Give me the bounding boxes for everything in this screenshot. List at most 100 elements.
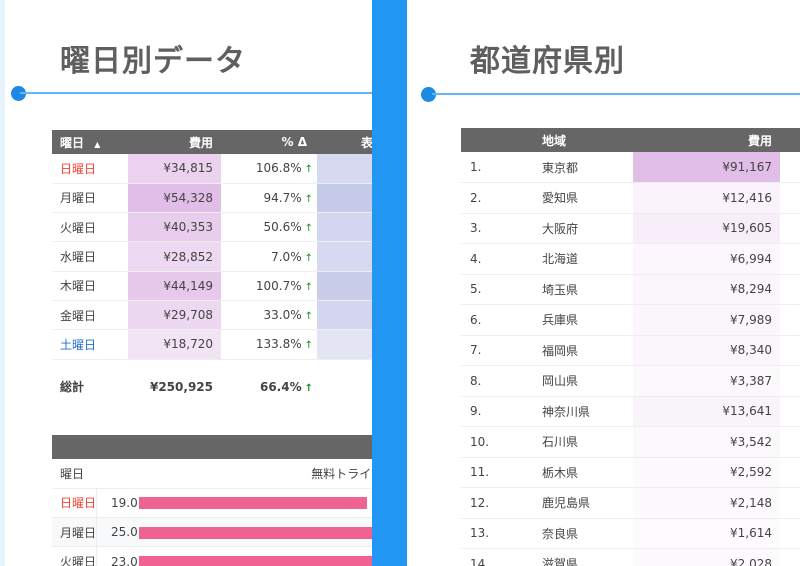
table-row[interactable]: 4. 北海道 ¥6,994 bbox=[461, 243, 800, 275]
cost-cell: ¥19,605 bbox=[633, 213, 780, 244]
table-row[interactable]: 11. 栃木県 ¥2,592 bbox=[461, 457, 800, 488]
pct-change-value: 7.0% bbox=[271, 249, 302, 264]
column-header-pct-change[interactable]: % Δ bbox=[221, 130, 317, 154]
table-row[interactable]: 2. 愛知県 ¥12,416 bbox=[461, 182, 800, 214]
table-row[interactable]: 10. 石川県 ¥3,542 bbox=[461, 426, 800, 458]
column-header-day[interactable]: 曜日 ▲ bbox=[52, 130, 128, 154]
arrow-up-icon: ↑ bbox=[304, 223, 313, 235]
sort-ascending-icon: ▲ bbox=[94, 139, 101, 149]
trial-value: 23.0 bbox=[111, 554, 138, 566]
arrow-up-icon: ↑ bbox=[304, 164, 313, 176]
column-header-day: 曜日 bbox=[52, 459, 97, 489]
cost-cell: ¥8,294 bbox=[633, 274, 780, 305]
page-title: 曜日別データ bbox=[60, 44, 246, 79]
cost-cell: ¥7,989 bbox=[633, 304, 780, 336]
day-cell: 日曜日 bbox=[52, 154, 128, 184]
column-header-4[interactable]: 表 bbox=[317, 130, 372, 154]
region-cell: 岡山県 bbox=[531, 365, 633, 397]
table-header-bar bbox=[52, 435, 372, 459]
heat-cell bbox=[317, 154, 372, 184]
rank-cell: 3. bbox=[461, 213, 531, 244]
table-row[interactable]: 9. 神奈川県 ¥13,641 bbox=[461, 396, 800, 427]
rank-cell: 14. bbox=[461, 548, 531, 566]
pct-change-value: 33.0% bbox=[263, 308, 302, 323]
day-of-week-panel: 曜日別データ 曜日 ▲ 費用 % Δ 表 日曜日 ¥34,815 106.8% ↑… bbox=[0, 0, 372, 566]
table-row[interactable]: 日曜日 19.0 bbox=[52, 488, 372, 519]
rank-cell: 13. bbox=[461, 518, 531, 549]
timeline-dot bbox=[421, 87, 436, 102]
region-cell: 兵庫県 bbox=[531, 304, 633, 336]
region-cell: 栃木県 bbox=[531, 457, 633, 488]
region-cell: 奈良県 bbox=[531, 518, 633, 549]
table-row[interactable]: 土曜日 ¥18,720 133.8% ↑ bbox=[52, 329, 372, 360]
cost-cell: ¥40,353 bbox=[128, 212, 221, 243]
column-header-rank bbox=[461, 128, 531, 152]
table-row[interactable]: 火曜日 23.0 bbox=[52, 546, 372, 566]
arrow-up-icon: ↑ bbox=[304, 252, 313, 264]
table-row[interactable]: 水曜日 ¥28,852 7.0% ↑ bbox=[52, 241, 372, 272]
heat-cell bbox=[317, 212, 372, 243]
cost-cell: ¥29,708 bbox=[128, 300, 221, 331]
divider-line bbox=[20, 92, 372, 94]
cost-cell: ¥2,028 bbox=[633, 548, 780, 566]
day-cell: 土曜日 bbox=[52, 329, 128, 360]
trial-table: 曜日 無料トライアルへの RE 日曜日 19.0 月曜日 25.0 火曜日 23… bbox=[52, 435, 372, 566]
cost-cell: ¥3,542 bbox=[633, 426, 780, 458]
table-row[interactable]: 金曜日 ¥29,708 33.0% ↑ bbox=[52, 300, 372, 331]
column-header-cost[interactable]: 費用 bbox=[633, 128, 780, 152]
page-title: 都道府県別 bbox=[470, 44, 625, 79]
region-cell: 愛知県 bbox=[531, 182, 633, 214]
rank-cell: 6. bbox=[461, 304, 531, 336]
cost-cell: ¥13,641 bbox=[633, 396, 780, 427]
column-header-cost[interactable]: 費用 bbox=[128, 130, 221, 154]
table-row[interactable]: 火曜日 ¥40,353 50.6% ↑ bbox=[52, 212, 372, 243]
cost-cell: ¥18,720 bbox=[128, 329, 221, 360]
rank-cell: 12. bbox=[461, 487, 531, 519]
day-cell: 日曜日 bbox=[52, 488, 98, 519]
day-cell: 月曜日 bbox=[52, 517, 98, 548]
table-row[interactable]: 日曜日 ¥34,815 106.8% ↑ bbox=[52, 154, 372, 184]
column-header-region[interactable]: 地域 bbox=[531, 128, 633, 152]
table-row[interactable]: 13. 奈良県 ¥1,614 bbox=[461, 518, 800, 549]
table-row[interactable]: 月曜日 25.0 bbox=[52, 517, 372, 548]
table-row[interactable]: 8. 岡山県 ¥3,387 bbox=[461, 365, 800, 397]
rank-cell: 9. bbox=[461, 396, 531, 427]
trial-bar bbox=[138, 556, 372, 566]
rank-cell: 10. bbox=[461, 426, 531, 458]
cost-cell: ¥3,387 bbox=[633, 365, 780, 397]
day-cell: 金曜日 bbox=[52, 300, 128, 331]
region-cell: 鹿児島県 bbox=[531, 487, 633, 519]
table-row[interactable]: 1. 東京都 ¥91,167 bbox=[461, 152, 800, 183]
rank-cell: 11. bbox=[461, 457, 531, 488]
table-row[interactable]: 5. 埼玉県 ¥8,294 bbox=[461, 274, 800, 305]
region-cell: 埼玉県 bbox=[531, 274, 633, 305]
heat-cell bbox=[317, 183, 372, 214]
trial-bar bbox=[138, 497, 367, 510]
rank-cell: 1. bbox=[461, 152, 531, 183]
arrow-up-icon: ↑ bbox=[304, 340, 313, 352]
arrow-up-icon: ↑ bbox=[304, 281, 313, 293]
arrow-up-icon: ↑ bbox=[304, 382, 313, 394]
rank-cell: 7. bbox=[461, 335, 531, 366]
table-row[interactable]: 14. 滋賀県 ¥2,028 bbox=[461, 548, 800, 566]
table-row[interactable]: 7. 福岡県 ¥8,340 bbox=[461, 335, 800, 366]
region-cell: 北海道 bbox=[531, 243, 633, 275]
table-row[interactable]: 月曜日 ¥54,328 94.7% ↑ bbox=[52, 183, 372, 214]
table-row[interactable]: 3. 大阪府 ¥19,605 bbox=[461, 213, 800, 244]
pct-change-value: 133.8% bbox=[255, 337, 302, 352]
table-row[interactable]: 12. 鹿児島県 ¥2,148 bbox=[461, 487, 800, 519]
table-row[interactable]: 6. 兵庫県 ¥7,989 bbox=[461, 304, 800, 336]
heat-cell bbox=[317, 300, 372, 331]
region-cell: 大阪府 bbox=[531, 213, 633, 244]
trial-bar bbox=[138, 526, 372, 539]
region-cell: 石川県 bbox=[531, 426, 633, 458]
total-cost: ¥250,925 bbox=[149, 379, 213, 394]
heat-cell bbox=[317, 329, 372, 360]
heat-cell bbox=[317, 271, 372, 301]
panel-divider bbox=[372, 0, 407, 566]
trial-value: 19.0 bbox=[111, 495, 138, 510]
day-cost-table: 曜日 ▲ 費用 % Δ 表 日曜日 ¥34,815 106.8% ↑ 月曜日 ¥5… bbox=[52, 130, 372, 414]
cost-cell: ¥1,614 bbox=[633, 518, 780, 549]
cost-cell: ¥34,815 bbox=[128, 154, 221, 184]
table-row[interactable]: 木曜日 ¥44,149 100.7% ↑ bbox=[52, 271, 372, 301]
